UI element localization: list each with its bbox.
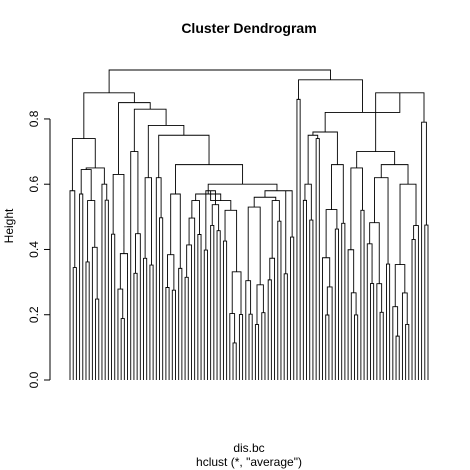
- y-tick-label: 0.4: [27, 241, 41, 258]
- y-tick-label: 0.2: [27, 306, 41, 323]
- x-axis-label: dis.bc: [233, 441, 264, 455]
- y-tick-label: 0.6: [27, 176, 41, 193]
- y-axis: 0.0 0.2 0.4 0.6 0.8: [27, 110, 51, 388]
- y-tick-label: 0.8: [27, 110, 41, 127]
- method-sublabel: hclust (*, "average"): [196, 455, 302, 469]
- dendrogram-tree: [69, 69, 429, 380]
- y-axis-label: Height: [2, 208, 16, 243]
- chart-title: Cluster Dendrogram: [181, 20, 316, 36]
- dendrogram-links: [69, 69, 429, 380]
- y-tick-label: 0.0: [27, 371, 41, 388]
